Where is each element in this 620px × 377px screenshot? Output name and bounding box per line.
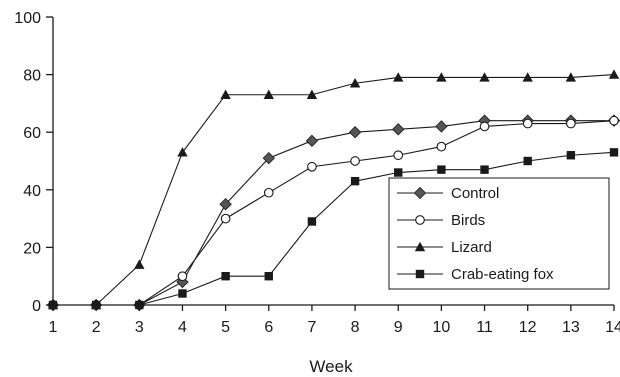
legend-marker-crab-eating-fox [415, 269, 425, 279]
y-tick-label: 100 [14, 10, 41, 27]
data-point-lizard [393, 72, 404, 82]
data-point-lizard [220, 89, 231, 99]
data-point-crab-eating-fox [221, 272, 230, 281]
legend-label: Control [451, 185, 499, 202]
data-point-lizard [608, 69, 620, 79]
data-point-lizard [349, 78, 361, 88]
x-tick-label: 6 [264, 319, 273, 336]
x-tick-label: 11 [476, 319, 493, 336]
data-point-lizard [306, 89, 318, 99]
data-point-crab-eating-fox [394, 168, 403, 177]
data-point-lizard [436, 72, 447, 82]
x-tick-label: 1 [49, 319, 58, 336]
x-tick-label: 5 [221, 319, 230, 336]
legend-item-lizard: Lizard [397, 239, 492, 256]
data-point-crab-eating-fox [609, 148, 619, 157]
x-tick-label: 13 [562, 319, 580, 336]
data-point-crab-eating-fox [307, 217, 317, 226]
data-point-lizard [134, 259, 145, 269]
data-point-control [219, 198, 232, 211]
y-tick-label: 20 [23, 240, 41, 257]
data-point-lizard [565, 72, 577, 82]
x-tick-label: 9 [394, 319, 403, 336]
data-point-lizard [479, 72, 490, 82]
x-axis-title: Week [309, 357, 353, 376]
data-point-birds [263, 187, 274, 198]
data-point-lizard [177, 147, 188, 157]
data-point-control [262, 151, 275, 165]
data-point-crab-eating-fox [437, 165, 446, 174]
data-point-birds [177, 271, 188, 282]
data-point-birds [479, 121, 490, 132]
data-point-control [435, 120, 448, 133]
legend-marker-lizard [414, 241, 426, 252]
data-point-birds [393, 150, 404, 161]
data-point-control [392, 123, 405, 136]
data-point-crab-eating-fox [91, 300, 101, 310]
data-point-crab-eating-fox [48, 300, 58, 310]
legend-label: Lizard [451, 239, 492, 256]
data-point-birds [522, 118, 533, 129]
data-point-birds [436, 141, 447, 152]
series-birds [48, 115, 619, 310]
x-tick-label: 12 [519, 319, 537, 336]
data-point-birds [565, 118, 576, 129]
legend-box [388, 177, 610, 290]
legend-item-birds: Birds [397, 212, 485, 229]
data-point-crab-eating-fox [264, 272, 273, 281]
legend: Control Birds Lizard Crab-eating fox [388, 177, 610, 290]
data-point-crab-eating-fox [350, 176, 360, 186]
data-point-crab-eating-fox [178, 289, 187, 298]
legend-marker-control [413, 186, 427, 200]
legend-marker-birds [415, 215, 425, 225]
legend-item-control: Control [397, 185, 499, 202]
x-tick-label: 8 [351, 319, 360, 336]
series-line-lizard [53, 74, 615, 306]
x-tick-label: 10 [432, 319, 450, 336]
x-tick-label: 14 [605, 319, 620, 336]
x-tick-label: 2 [92, 319, 101, 336]
legend-label: Crab-eating fox [451, 266, 554, 283]
data-point-birds [609, 115, 619, 126]
data-point-crab-eating-fox [523, 156, 532, 166]
x-tick-label: 3 [135, 319, 144, 336]
data-point-birds [350, 156, 360, 166]
series-crab-eating-fox [48, 148, 619, 310]
data-point-birds [220, 213, 231, 224]
series-line-control [53, 120, 614, 306]
y-tick-label: 80 [23, 68, 41, 85]
y-tick-label: 40 [23, 183, 41, 200]
data-point-birds [307, 161, 317, 172]
legend-item-crab-eating-fox: Crab-eating fox [397, 266, 554, 283]
series-layer [46, 69, 620, 312]
x-tick-label: 4 [178, 319, 187, 336]
y-tick-label: 0 [32, 298, 41, 315]
data-point-control [348, 126, 362, 139]
data-point-lizard [522, 72, 533, 82]
data-point-crab-eating-fox [566, 151, 576, 160]
data-point-lizard [263, 89, 274, 99]
data-point-control [176, 275, 189, 289]
data-point-crab-eating-fox [135, 300, 144, 310]
series-line-crab-eating-fox [53, 151, 615, 306]
legend-label: Birds [451, 212, 485, 229]
x-tick-label: 7 [307, 319, 316, 336]
series-line-birds [53, 120, 615, 306]
y-tick-label: 60 [23, 125, 41, 142]
data-point-crab-eating-fox [480, 165, 489, 174]
data-point-control [305, 134, 319, 148]
